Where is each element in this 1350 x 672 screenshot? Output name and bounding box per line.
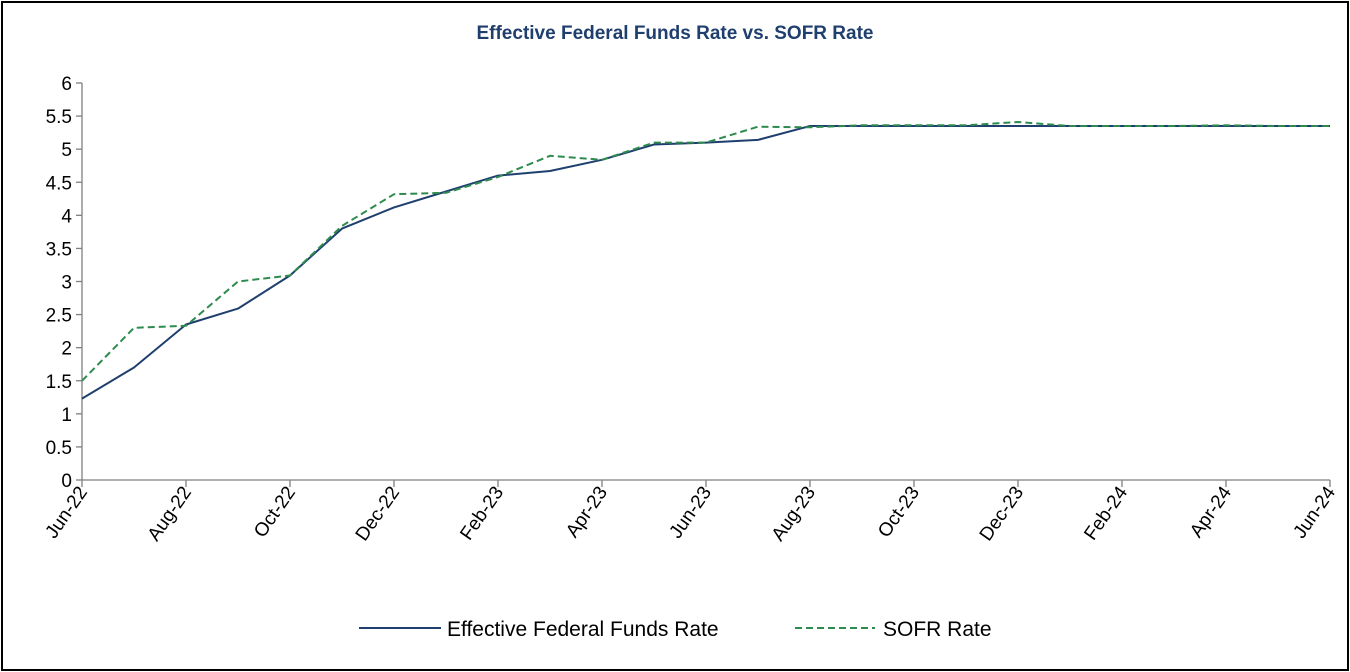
- x-tick-label: Aug-23: [768, 483, 820, 545]
- x-tick-label: Oct-22: [250, 483, 300, 542]
- y-tick-label: 6: [61, 74, 72, 95]
- series-line-effr: [81, 125, 1330, 400]
- x-tick-label: Apr-24: [1186, 482, 1236, 541]
- y-tick-label: 4.5: [46, 173, 72, 194]
- series-line-sofr: [81, 121, 1330, 382]
- x-tick-label: Dec-23: [976, 483, 1028, 545]
- legend-label-effr: Effective Federal Funds Rate: [447, 618, 719, 641]
- x-tick-label: Feb-23: [456, 483, 508, 544]
- x-tick-label: Aug-22: [144, 483, 196, 545]
- y-tick-label: 0: [61, 471, 72, 492]
- y-tick-label: 4: [61, 206, 72, 227]
- y-tick-label: 3.5: [46, 239, 72, 260]
- y-tick-label: 3: [61, 273, 72, 294]
- y-tick-label: 0.5: [46, 438, 72, 459]
- x-tick-label: Dec-22: [352, 483, 404, 545]
- y-tick-label: 5.5: [46, 107, 72, 128]
- x-tick-label: Apr-23: [562, 483, 612, 542]
- chart-title: Effective Federal Funds Rate vs. SOFR Ra…: [476, 23, 873, 44]
- legend-label-sofr: SOFR Rate: [883, 618, 992, 641]
- x-tick-label: Feb-24: [1080, 482, 1132, 544]
- y-tick-label: 2: [61, 339, 72, 360]
- x-tick-label: Oct-23: [874, 483, 924, 542]
- y-tick-label: 5: [61, 140, 72, 161]
- x-tick-label: Jun-23: [666, 483, 717, 543]
- legend: Effective Federal Funds Rate SOFR Rate: [359, 618, 992, 641]
- y-tick-label: 1: [61, 405, 72, 426]
- chart-canvas: Effective Federal Funds Rate vs. SOFR Ra…: [42, 23, 1341, 641]
- x-tick-label: Jun-24: [1290, 482, 1341, 542]
- y-tick-label: 1.5: [46, 372, 72, 393]
- y-tick-label: 2.5: [46, 306, 72, 327]
